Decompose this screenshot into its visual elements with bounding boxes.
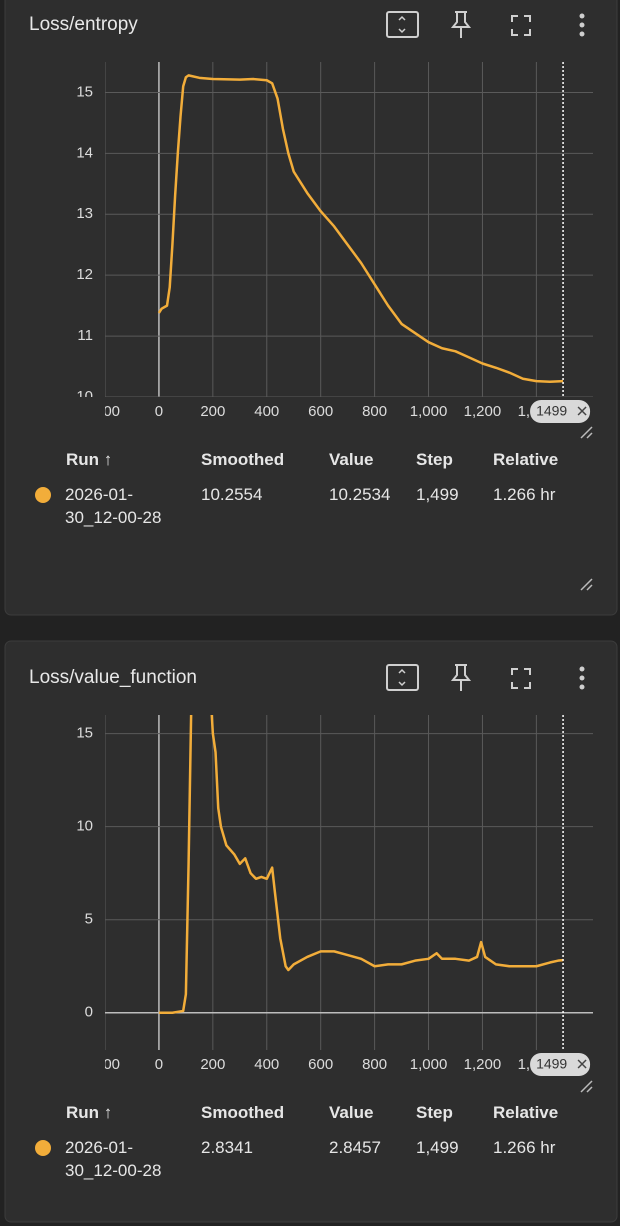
table-cell: 2026-01-30_12-00-28 xyxy=(65,1138,162,1180)
y-tick-label: 15 xyxy=(76,725,93,742)
menu-button[interactable] xyxy=(579,13,585,37)
pin-button[interactable] xyxy=(450,11,472,38)
resize-handle[interactable] xyxy=(580,578,593,591)
table-cell: 1,499 xyxy=(416,1138,459,1157)
x-tick-label: 1,200 xyxy=(464,1056,502,1073)
y-tick-label: 14 xyxy=(76,144,93,161)
table-cell: 1.266 hr xyxy=(493,485,556,504)
x-tick-label: 0 xyxy=(155,403,163,420)
y-tick-label: 5 xyxy=(85,911,93,928)
card-title: Loss/entropy xyxy=(29,14,138,35)
x-tick-label: 1,200 xyxy=(464,403,502,420)
table-header: Step xyxy=(416,1103,453,1122)
cursor-chip xyxy=(530,400,591,423)
x-tick-label: 400 xyxy=(254,403,279,420)
table-header: Value xyxy=(329,1103,374,1122)
run-color-dot xyxy=(35,487,51,503)
fit-domain-button[interactable] xyxy=(386,664,419,691)
y-tick-label: 13 xyxy=(76,205,93,222)
table-header: Run ↑ xyxy=(66,1103,113,1122)
x-tick-label: 0 xyxy=(155,1056,163,1073)
table-header: Relative xyxy=(493,1103,559,1122)
table-header: Relative xyxy=(493,450,559,469)
resize-handle[interactable] xyxy=(580,426,593,439)
x-tick-label: 800 xyxy=(362,403,387,420)
x-tick-label: 600 xyxy=(308,403,333,420)
table-cell: 10.2554 xyxy=(201,485,263,504)
table-cell: 10.2534 xyxy=(329,485,391,504)
table-cell: 2.8341 xyxy=(201,1138,253,1157)
series-line xyxy=(158,715,564,1015)
series-line xyxy=(157,74,564,384)
x-tick-label: 600 xyxy=(308,1056,333,1073)
table-header: Smoothed xyxy=(201,1103,285,1122)
table-header: Step xyxy=(416,450,453,469)
plot-area xyxy=(105,715,593,1050)
fullscreen-button[interactable] xyxy=(511,15,531,36)
x-tick-label: -200 xyxy=(90,1056,120,1073)
card xyxy=(4,640,618,1223)
cursor-label: 1499 xyxy=(536,1056,567,1072)
card-title: Loss/value_function xyxy=(29,667,197,688)
fit-domain-button[interactable] xyxy=(386,11,419,38)
table-cell: 2026-01-30_12-00-28 xyxy=(65,485,162,527)
x-tick-label: 200 xyxy=(200,1056,225,1073)
x-tick-label: -200 xyxy=(90,403,120,420)
y-axis: 0 5 10 15 xyxy=(76,725,93,1021)
fullscreen-button[interactable] xyxy=(511,668,531,689)
menu-button[interactable] xyxy=(579,666,585,690)
pin-button[interactable] xyxy=(450,664,472,691)
y-tick-label: 15 xyxy=(76,83,93,100)
cursor-chip xyxy=(530,1053,591,1076)
x-tick-label: 1,000 xyxy=(410,403,448,420)
y-tick-label: 11 xyxy=(77,327,93,344)
x-tick-label: 400 xyxy=(254,1056,279,1073)
cursor-label: 1499 xyxy=(536,403,567,419)
y-axis: 10 11 12 13 14 15 xyxy=(76,83,93,405)
y-tick-label: 12 xyxy=(76,266,93,283)
plot-area xyxy=(105,62,593,397)
y-tick-label: 0 xyxy=(85,1004,93,1021)
table-cell: 1.266 hr xyxy=(493,1138,556,1157)
table-cell: 2.8457 xyxy=(329,1138,381,1157)
table-header: Value xyxy=(329,450,374,469)
run-color-dot xyxy=(35,1140,51,1156)
x-tick-label: 1,000 xyxy=(410,1056,448,1073)
cursor-close xyxy=(577,406,587,416)
x-tick-label: 800 xyxy=(362,1056,387,1073)
table-header: Smoothed xyxy=(201,450,285,469)
resize-handle[interactable] xyxy=(580,1080,593,1093)
table-header: Run ↑ xyxy=(66,450,113,469)
y-tick-label: 10 xyxy=(76,818,93,835)
y-tick-label: 10 xyxy=(76,388,93,405)
cursor-close xyxy=(577,1059,587,1069)
table-cell: 1,499 xyxy=(416,485,459,504)
x-tick-label: 200 xyxy=(200,403,225,420)
